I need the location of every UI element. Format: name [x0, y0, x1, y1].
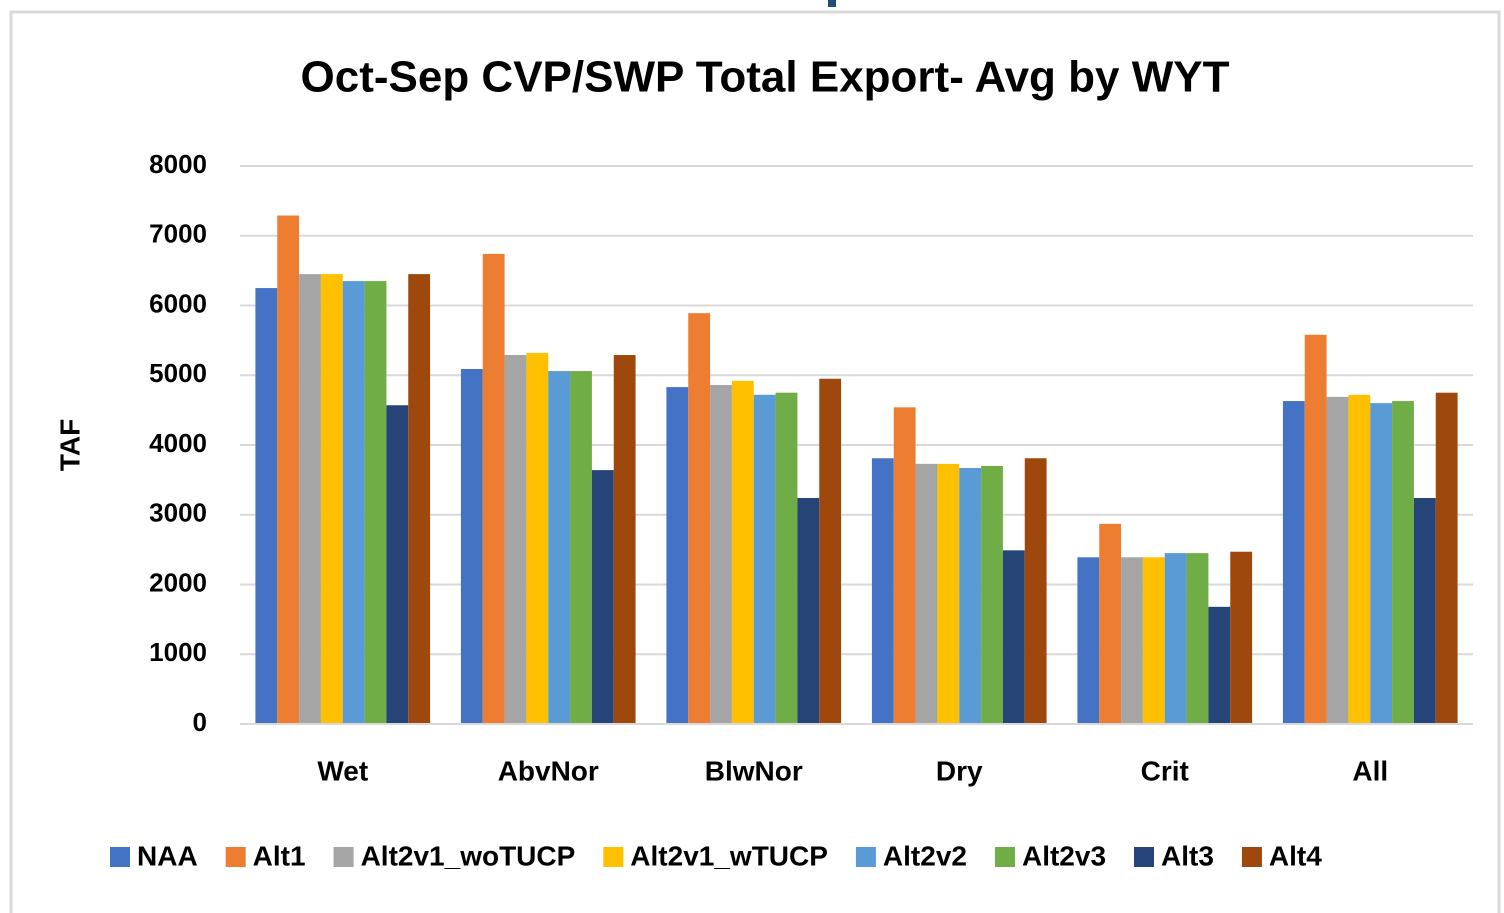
- y-tick-label: 4000: [149, 428, 207, 458]
- bar: [1348, 394, 1371, 724]
- bar: [1164, 553, 1187, 724]
- y-tick-label: 8000: [149, 149, 207, 179]
- legend-label: Alt2v2: [883, 840, 967, 871]
- bar: [460, 368, 483, 724]
- legend-label: Alt2v1_wTUCP: [630, 840, 828, 871]
- legend-label: Alt2v3: [1022, 840, 1106, 871]
- bar: [1024, 458, 1047, 724]
- bar: [937, 463, 960, 724]
- bar: [342, 281, 365, 724]
- bar: [482, 253, 505, 724]
- legend-swatch: [855, 847, 876, 867]
- legend-label: Alt1: [253, 840, 306, 871]
- x-tick-label: Wet: [317, 755, 368, 786]
- bar: [299, 274, 321, 724]
- bar: [364, 281, 387, 724]
- bar: [1230, 551, 1253, 724]
- x-tick-label: All: [1352, 755, 1388, 786]
- legend-swatch: [603, 847, 624, 867]
- y-tick-label: 3000: [149, 498, 207, 528]
- bar: [753, 394, 776, 724]
- edge-mark: [828, 0, 836, 7]
- bar: [688, 313, 711, 724]
- y-tick-label: 2000: [149, 567, 207, 597]
- legend-label: NAA: [137, 840, 198, 871]
- y-tick-label: 5000: [149, 358, 207, 388]
- bar: [408, 274, 431, 724]
- legend-label: Alt4: [1269, 840, 1322, 871]
- bar: [981, 465, 1003, 724]
- bar: [386, 405, 409, 724]
- bar: [548, 371, 571, 724]
- y-tick-label: 0: [193, 707, 207, 737]
- x-tick-label: Dry: [936, 755, 983, 786]
- legend-label: Alt2v1_woTUCP: [361, 840, 576, 871]
- y-tick-label: 7000: [149, 219, 207, 249]
- bar: [710, 385, 732, 724]
- bar: [1002, 550, 1025, 724]
- bar: [526, 352, 549, 724]
- bar: [731, 380, 754, 724]
- y-axis-label: TAF: [54, 419, 85, 471]
- legend-swatch: [994, 847, 1015, 867]
- bar: [893, 407, 916, 724]
- bar: [277, 215, 300, 724]
- bar: [1392, 401, 1414, 724]
- legend-swatch: [1241, 847, 1262, 867]
- bar: [1370, 403, 1393, 724]
- bar: [1326, 396, 1349, 724]
- bar: [1435, 392, 1458, 724]
- y-tick-label: 6000: [149, 288, 207, 318]
- bar: [666, 387, 689, 724]
- bar: [1099, 523, 1122, 724]
- legend-label: Alt3: [1161, 840, 1214, 871]
- bar: [504, 355, 527, 724]
- bar: [1282, 401, 1305, 724]
- bar: [613, 355, 636, 724]
- legend-swatch: [1134, 847, 1155, 867]
- x-tick-label: Crit: [1141, 755, 1189, 786]
- bar: [959, 468, 982, 724]
- bar: [871, 458, 894, 724]
- bar: [1304, 334, 1327, 724]
- legend-swatch: [225, 847, 246, 867]
- bar: [1077, 557, 1100, 724]
- bar: [915, 463, 938, 724]
- chart-title: Oct-Sep CVP/SWP Total Export- Avg by WYT: [301, 53, 1230, 102]
- x-tick-label: AbvNor: [498, 755, 599, 786]
- bar: [819, 378, 842, 724]
- bar: [570, 371, 592, 724]
- y-tick-label: 1000: [149, 637, 207, 667]
- bar: [255, 288, 278, 724]
- bar: [775, 392, 798, 724]
- bar: [797, 498, 820, 724]
- bar: [1413, 498, 1436, 724]
- legend-swatch: [333, 847, 354, 867]
- bar: [591, 470, 614, 724]
- bar: [1186, 553, 1209, 724]
- bar: [1121, 557, 1143, 724]
- legend-swatch: [110, 847, 130, 867]
- x-tick-label: BlwNor: [705, 755, 803, 786]
- bar: [1208, 606, 1231, 724]
- bar: [320, 274, 343, 724]
- bar: [1142, 557, 1165, 724]
